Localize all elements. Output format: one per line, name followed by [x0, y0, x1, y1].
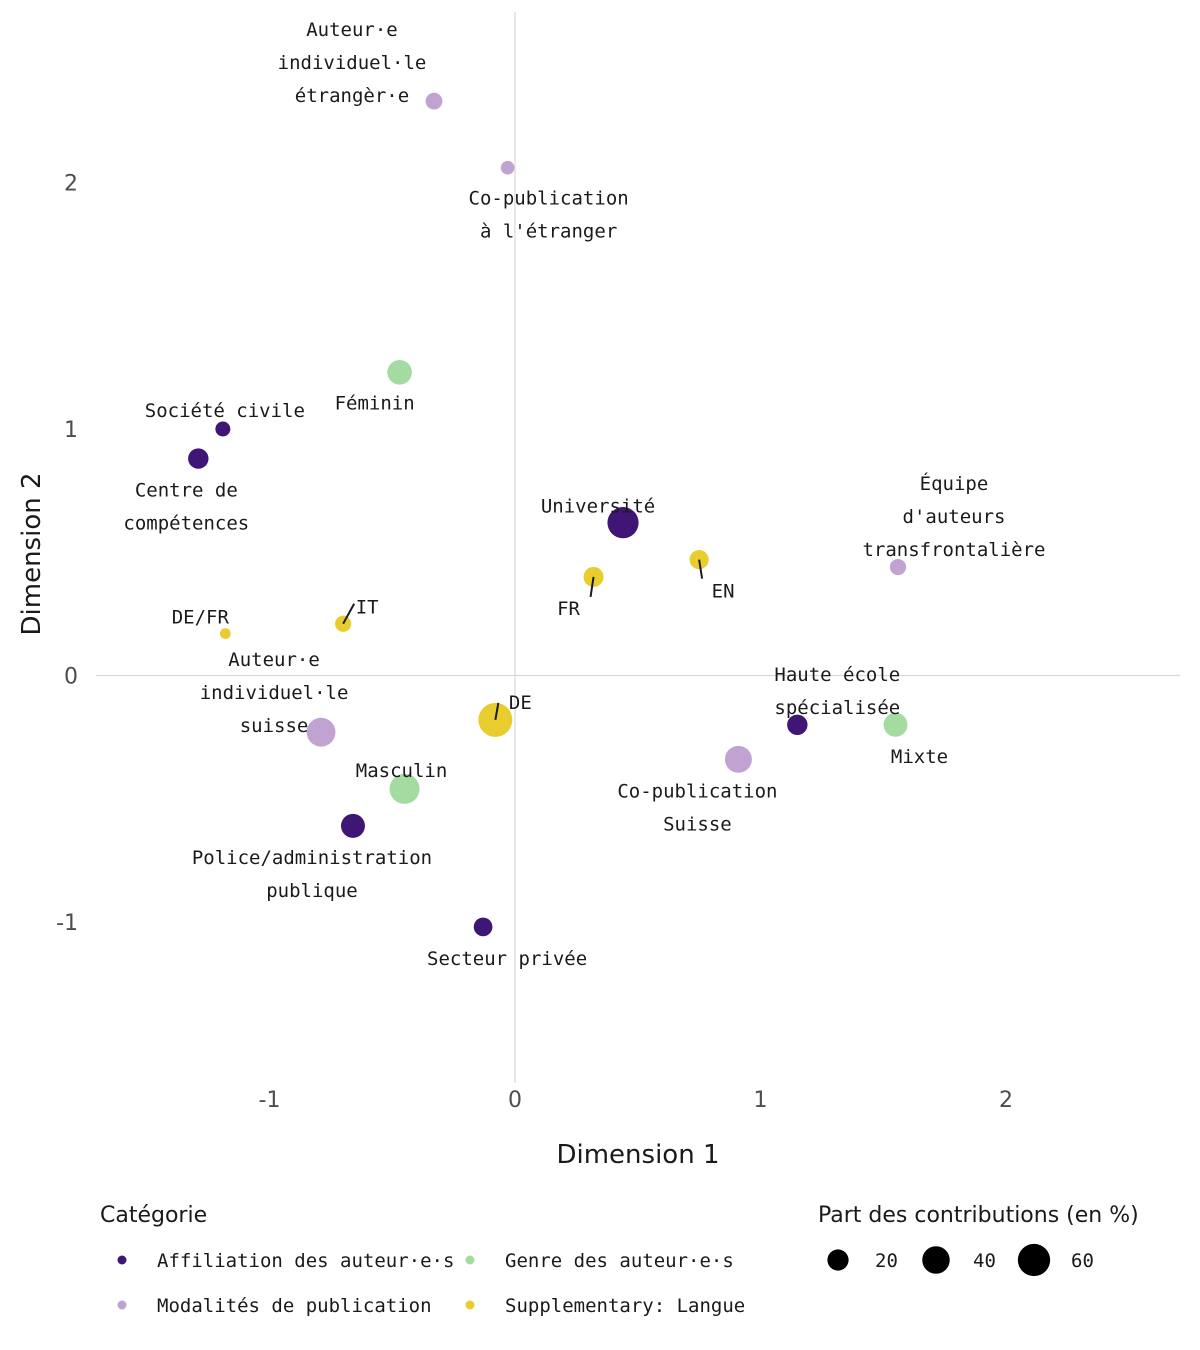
legend-size-label: 60: [1071, 1250, 1094, 1272]
x-tick-label: 1: [754, 1088, 768, 1113]
label-leader-line: [589, 576, 595, 598]
data-label: Masculin: [356, 760, 448, 782]
point-haute-cole-sp-cialis-e: [787, 714, 808, 736]
data-label: Université: [541, 496, 655, 518]
legend-label-affiliation: Affiliation des auteur·e·s: [157, 1250, 454, 1272]
point-quipe-d-auteurs-transfrontali-re: [889, 558, 907, 576]
point-masculin: [389, 773, 420, 804]
y-tick-label: -1: [56, 911, 78, 936]
legend-label-langue: Supplementary: Langue: [505, 1295, 745, 1317]
legend-swatch-langue: [465, 1300, 475, 1310]
data-label: Haute école spécialisée: [774, 664, 900, 719]
legend-size-label: 40: [973, 1250, 996, 1272]
data-label: Centre de compétences: [123, 480, 249, 535]
data-label: Société civile: [145, 400, 305, 422]
y-tick-label: 0: [64, 665, 78, 690]
data-label: Auteur·e individuel·le suisse: [200, 649, 349, 737]
point-f-minin: [387, 359, 412, 385]
data-label: Auteur·e individuel·le étrangèr·e: [278, 19, 427, 107]
data-label: Secteur privée: [427, 948, 587, 970]
label-leader-line: [698, 559, 704, 579]
y-tick-label: 1: [64, 418, 78, 443]
legend-size-items: 20 40 60: [827, 1243, 1094, 1277]
legend: Catégorie Part des contributions (en %) …: [100, 1203, 1139, 1317]
legend-size-label: 20: [875, 1250, 898, 1272]
point-de-fr: [219, 628, 231, 639]
data-label: Police/administration publique: [192, 847, 432, 902]
data-label: EN: [712, 581, 735, 603]
point-auteur-e-individuel-le-suisse: [306, 717, 336, 747]
legend-swatch-modalites: [117, 1300, 127, 1310]
label-leader-line: [342, 603, 356, 625]
legend-swatch-affiliation: [117, 1255, 127, 1265]
point-co-publication-l-tranger: [500, 160, 515, 175]
point-police-administration-publique: [340, 813, 365, 838]
legend-size-swatch: [922, 1246, 950, 1274]
y-tick-label: 2: [64, 172, 78, 197]
point-co-publication-suisse: [724, 745, 752, 773]
grid-lines: [96, 12, 1180, 1083]
y-axis-title: Dimension 2: [17, 472, 47, 635]
legend-swatch-genre: [465, 1255, 475, 1265]
data-labels: Auteur·e individuel·le étrangèr·e Co-public…: [123, 19, 1045, 970]
data-label: DE: [509, 692, 532, 714]
legend-size-swatch: [1017, 1243, 1051, 1277]
data-label: DE/FR: [172, 607, 230, 629]
point-secteur-priv-e: [473, 917, 493, 937]
data-label: Équipe d'auteurs transfrontalière: [862, 472, 1045, 561]
point-mixte: [883, 712, 908, 737]
x-tick-label: 2: [999, 1088, 1013, 1113]
point-soci-t-civile: [215, 421, 231, 437]
legend-color-title: Catégorie: [100, 1203, 207, 1228]
x-axis-ticks: -1 0 1 2: [259, 1088, 1013, 1113]
legend-color-items: Affiliation des auteur·e·s Modalités de p…: [117, 1250, 745, 1317]
data-label: IT: [356, 597, 379, 619]
legend-size-title: Part des contributions (en %): [818, 1203, 1139, 1228]
x-tick-label: -1: [259, 1088, 281, 1113]
x-axis-title: Dimension 1: [556, 1140, 719, 1170]
y-axis-ticks: -1 0 1 2: [56, 172, 78, 937]
point-auteur-e-individuel-le-trang-r-e: [425, 92, 443, 110]
point-universit: [607, 507, 639, 539]
x-tick-label: 0: [508, 1088, 522, 1113]
data-label: Co-publication à l'étranger: [469, 188, 629, 243]
data-label: FR: [557, 598, 580, 620]
legend-label-modalites: Modalités de publication: [157, 1295, 432, 1317]
point-centre-de-comp-tences: [188, 448, 209, 469]
label-leader-line: [494, 702, 500, 721]
legend-size-swatch: [827, 1249, 849, 1271]
data-label: Co-publication Suisse: [617, 780, 777, 835]
data-label: Féminin: [335, 392, 415, 414]
data-label: Mixte: [891, 746, 948, 768]
legend-label-genre: Genre des auteur·e·s: [505, 1250, 734, 1272]
